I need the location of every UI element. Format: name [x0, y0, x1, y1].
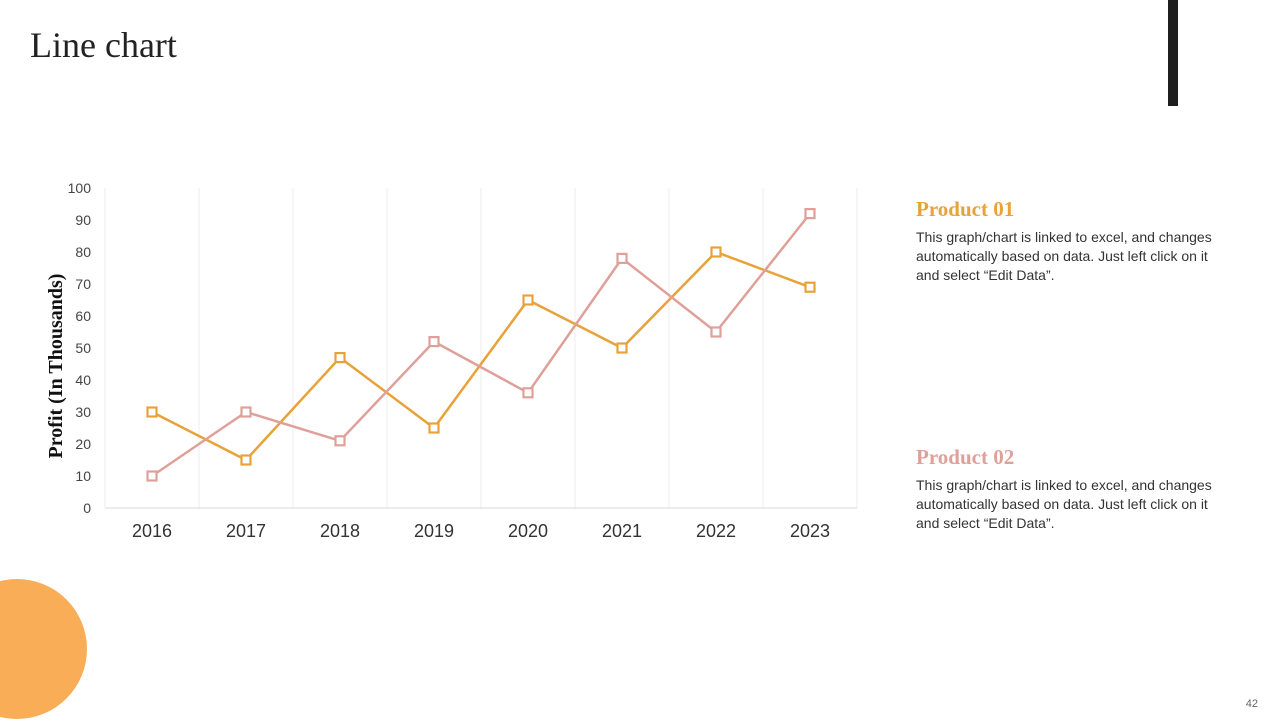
y-tick-label: 0	[83, 500, 91, 516]
legend-title-product-01: Product 01	[916, 197, 1015, 221]
data-point-marker	[616, 342, 628, 354]
data-point-marker	[616, 252, 628, 264]
x-tick-label: 2019	[414, 521, 454, 541]
data-point-marker	[710, 246, 722, 258]
y-tick-label: 20	[75, 436, 91, 452]
y-tick-label: 60	[75, 308, 91, 324]
legend-description-product-02: This graph/chart is linked to excel, and…	[916, 477, 1212, 532]
data-point-marker	[428, 336, 440, 348]
y-tick-label: 70	[75, 276, 91, 292]
x-tick-label: 2018	[320, 521, 360, 541]
x-tick-label: 2020	[508, 521, 548, 541]
series-line-product-01	[151, 250, 811, 462]
data-point-marker	[146, 470, 158, 482]
data-point-marker	[522, 294, 534, 306]
data-point-marker	[804, 208, 816, 220]
data-point-marker	[804, 281, 816, 293]
y-tick-label: 40	[75, 372, 91, 388]
legend-title-product-02: Product 02	[916, 445, 1015, 469]
accent-bar	[1168, 0, 1178, 106]
x-tick-label: 2021	[602, 521, 642, 541]
y-tick-label: 80	[75, 244, 91, 260]
decorative-circle	[0, 579, 87, 719]
data-point-marker	[710, 326, 722, 338]
x-tick-label: 2023	[790, 521, 830, 541]
y-tick-label: 30	[75, 404, 91, 420]
slide-title: Line chart	[30, 25, 177, 65]
legend-product-01: Product 01 This graph/chart is linked to…	[916, 197, 1236, 285]
x-tick-label: 2022	[696, 521, 736, 541]
page-number: 42	[1245, 698, 1258, 710]
line-chart: 0 10 20 30 40 50 60 70 80 90 100 2016 2017 2018 2019 20…	[45, 180, 858, 541]
y-axis-title: Profit (In Thousands)	[45, 274, 67, 459]
legend-description-product-01: This graph/chart is linked to excel, and…	[916, 229, 1212, 284]
x-tick-label: 2016	[132, 521, 172, 541]
data-point-marker	[428, 422, 440, 434]
y-tick-label: 10	[75, 468, 91, 484]
data-point-marker	[240, 454, 252, 466]
data-point-marker	[240, 406, 252, 418]
y-tick-label: 50	[75, 340, 91, 356]
series-line-product-02	[151, 212, 811, 478]
x-tick-label: 2017	[226, 521, 266, 541]
data-point-marker	[334, 435, 346, 447]
y-tick-label: 90	[75, 212, 91, 228]
data-point-marker	[334, 352, 346, 364]
data-point-marker	[146, 406, 158, 418]
data-point-marker	[522, 387, 534, 399]
legend-product-02: Product 02 This graph/chart is linked to…	[916, 445, 1236, 533]
y-tick-label: 100	[68, 180, 92, 196]
